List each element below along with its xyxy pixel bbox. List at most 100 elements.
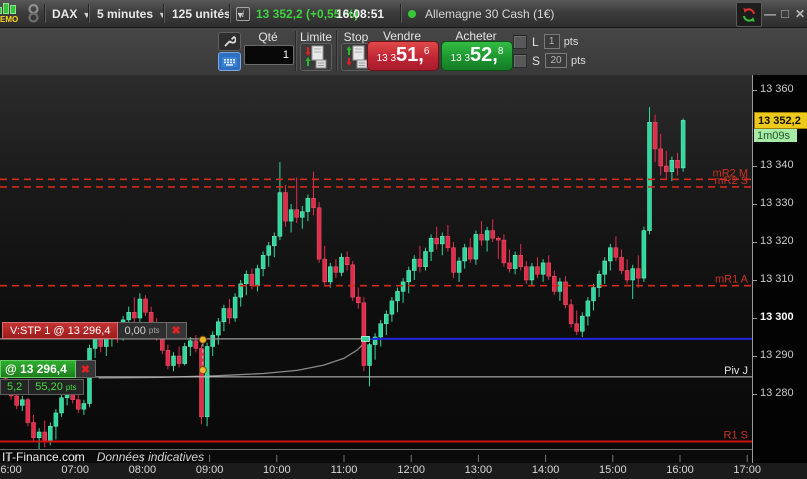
- data-disclaimer: Données indicatives: [96, 449, 205, 464]
- candle: [524, 266, 529, 281]
- candle: [171, 355, 176, 366]
- timeframe-label: 5 minutes: [97, 6, 154, 21]
- candle: [311, 198, 316, 209]
- trailing-curve: [98, 339, 368, 379]
- entry-marker[interactable]: [361, 335, 370, 342]
- candle: [42, 431, 47, 442]
- price-axis[interactable]: 13 352,2 1m09s 13 360 13 340 13 330 13 320 1…: [752, 75, 807, 463]
- candle: [557, 281, 563, 292]
- candle: [300, 211, 305, 218]
- candle: [580, 315, 585, 332]
- limit-order-icon: [305, 45, 327, 69]
- candle: [400, 281, 406, 292]
- trade-marker-dot[interactable]: [198, 366, 207, 375]
- candle: [647, 122, 652, 231]
- candle-countdown: 1m09s: [754, 129, 797, 142]
- candle: [490, 230, 495, 239]
- candle: [624, 270, 630, 281]
- price-tick-label: 13 290: [760, 349, 794, 361]
- stop-order-close-button[interactable]: ✖: [166, 322, 187, 339]
- buy-price-prefix: 13 3: [450, 53, 471, 64]
- candle: [249, 274, 255, 286]
- limit-letter: L: [532, 34, 539, 49]
- candle: [367, 344, 372, 366]
- stop-order-tag[interactable]: V:STP 1 @ 13 296,4 0,00 pts ✖: [2, 322, 187, 339]
- candle: [322, 258, 327, 283]
- sell-button[interactable]: 13 3 51, 6: [367, 41, 439, 71]
- quantity-label: Qté: [258, 30, 278, 44]
- info-icon[interactable]: i: [236, 0, 250, 27]
- candle: [462, 247, 467, 262]
- candle: [126, 312, 131, 321]
- instrument-name: Allemagne 30 Cash (1€): [425, 6, 555, 21]
- candle: [372, 336, 378, 345]
- symbol-dropdown[interactable]: DAX ▼: [52, 0, 91, 27]
- settings-button[interactable]: [218, 32, 241, 51]
- limit-order-button[interactable]: [300, 43, 332, 71]
- time-tick-label: 15:00: [599, 464, 627, 476]
- candle: [518, 255, 523, 267]
- candle: [658, 148, 663, 167]
- refresh-button[interactable]: [736, 2, 762, 27]
- limit-pts-input[interactable]: [543, 34, 560, 49]
- candle: [20, 399, 25, 406]
- position-qty: 5,2: [7, 381, 23, 393]
- candle: [244, 274, 249, 285]
- time-axis[interactable]: 06:00 07:00 08:00 09:00 10:00 11:00 12:00 13:00…: [0, 463, 807, 479]
- minimize-button[interactable]: —: [764, 6, 776, 21]
- price-tick: [753, 203, 757, 205]
- candle: [619, 256, 624, 271]
- position-tag[interactable]: @ 13 296,4 ✖: [0, 360, 96, 378]
- candle: [456, 260, 462, 273]
- time-tick-label: 17:00: [733, 464, 761, 476]
- buy-button[interactable]: 13 3 52, 8: [441, 41, 513, 71]
- trade-marker-dot[interactable]: [198, 335, 207, 344]
- wrench-icon: [224, 35, 236, 47]
- candle: [316, 207, 322, 260]
- keyboard-button[interactable]: [218, 52, 241, 71]
- timeframe-dropdown[interactable]: 5 minutes ▼: [97, 0, 167, 27]
- candle: [137, 298, 143, 319]
- demo-chart-icon: [0, 3, 16, 14]
- last-price-label: 13 352,2: [754, 112, 807, 129]
- candle: [652, 122, 658, 150]
- candle: [48, 426, 53, 442]
- candle: [333, 266, 339, 273]
- candle: [680, 120, 686, 169]
- demo-badge-label: EMO: [0, 15, 19, 24]
- candle: [412, 258, 417, 271]
- maximize-button[interactable]: □: [781, 6, 789, 21]
- candle: [182, 346, 187, 364]
- price-tick-label: 13 310: [760, 273, 794, 285]
- stop-order-badge[interactable]: V:STP 1 @ 13 296,4: [2, 322, 119, 339]
- candle: [428, 237, 434, 252]
- price-tick-label: 13 340: [760, 159, 794, 171]
- limit-distance-row: L pts: [513, 34, 578, 49]
- candle: [272, 236, 277, 247]
- candle: [14, 395, 19, 406]
- sell-price-big: 51,: [396, 44, 424, 66]
- stop-checkbox[interactable]: [513, 53, 527, 68]
- candle: [484, 230, 490, 241]
- candle: [563, 281, 568, 305]
- limit-checkbox[interactable]: [513, 34, 527, 49]
- limit-label: Limite: [299, 30, 332, 44]
- position-points-unit: pts: [65, 382, 77, 392]
- close-button[interactable]: ✕: [794, 6, 806, 21]
- time-tick-label: 06:00: [0, 464, 22, 476]
- candle: [512, 255, 518, 269]
- position-close-button[interactable]: ✖: [75, 360, 96, 378]
- quantity-input[interactable]: [244, 45, 294, 65]
- link-icon[interactable]: [27, 3, 40, 24]
- candle: [344, 256, 350, 266]
- sell-label: Vendre: [382, 29, 422, 43]
- time-tick-label: 14:00: [531, 464, 560, 476]
- stop-pts-input[interactable]: [545, 53, 568, 68]
- stop-unit: pts: [571, 54, 586, 67]
- quote-time: 16:08:51: [336, 6, 385, 21]
- candle: [406, 270, 411, 283]
- position-badge[interactable]: @ 13 296,4: [0, 360, 76, 378]
- units-dropdown[interactable]: 125 unités ▼: [172, 0, 245, 27]
